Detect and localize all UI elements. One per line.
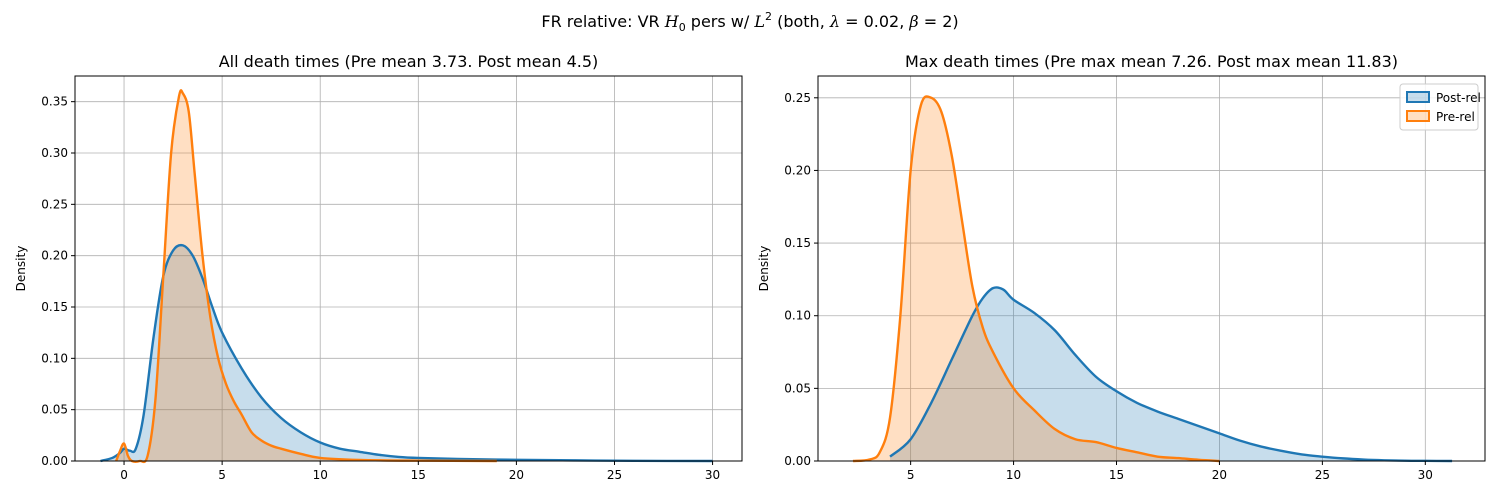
y-tick-label: 0.20: [784, 163, 811, 177]
y-tick-label: 0.10: [41, 351, 68, 365]
y-tick-label: 0.30: [41, 146, 68, 160]
x-tick-label: 20: [1212, 468, 1227, 482]
y-axis-label: Density: [14, 246, 28, 292]
x-tick-label: 30: [1418, 468, 1433, 482]
x-tick-label: 0: [120, 468, 128, 482]
right-panel: 5 10 15 20 25 30 0.00 0.05 0.10 0.15 0.20 0.25 Max d…: [757, 52, 1486, 482]
y-tick-label: 0.05: [41, 403, 68, 417]
x-tick-label: 5: [907, 468, 915, 482]
density-line-post: [100, 243, 713, 463]
legend-label-post: Post-rel: [1436, 91, 1481, 105]
density-area-post: [890, 287, 1453, 461]
y-axis-label: Density: [757, 246, 771, 292]
y-tick-label: 0.35: [41, 95, 68, 109]
x-tick-label: 10: [313, 468, 328, 482]
x-tick-label: 5: [218, 468, 226, 482]
x-tick-label: 20: [509, 468, 524, 482]
y-tick-label: 0.25: [41, 197, 68, 211]
x-tick-label: 25: [607, 468, 622, 482]
x-tick-label: 15: [1109, 468, 1124, 482]
legend-box: [1399, 83, 1479, 131]
x-tick-label: 10: [1006, 468, 1021, 482]
left-panel: 0 5 10 15 20 25 30 0.00 0.05 0.10 0.15 0.20 0.25 0.30…: [14, 52, 743, 482]
y-tick-label: 0.15: [784, 236, 811, 250]
legend: Post-rel Pre-rel: [1399, 83, 1481, 131]
y-tick-label: 0.00: [41, 454, 68, 468]
density-area-pre: [853, 96, 1220, 461]
density-line-pre: [852, 95, 1220, 463]
x-tick-label: 25: [1315, 468, 1330, 482]
density-area-post: [100, 245, 713, 461]
axes-frame: [817, 75, 1486, 462]
panel-title: All death times (Pre mean 3.73. Post mea…: [219, 52, 599, 71]
y-tick-label: 0.05: [784, 381, 811, 395]
y-tick-label: 0.25: [784, 91, 811, 105]
x-tick-label: 15: [411, 468, 426, 482]
density-line-post: [889, 286, 1453, 463]
y-tick-label: 0.00: [784, 454, 811, 468]
legend-swatch-post: [1406, 91, 1430, 103]
x-tick-label: 30: [705, 468, 720, 482]
y-tick-label: 0.10: [784, 309, 811, 323]
density-area-pre: [116, 90, 497, 462]
panel-title: Max death times (Pre max mean 7.26. Post…: [905, 52, 1398, 71]
y-tick-label: 0.20: [41, 249, 68, 263]
legend-swatch-pre: [1406, 110, 1430, 122]
figure-suptitle: FR relative: VR H0 pers w/ L2 (both, λ =…: [541, 10, 958, 34]
legend-label-pre: Pre-rel: [1436, 110, 1475, 124]
y-tick-label: 0.15: [41, 300, 68, 314]
axes-frame: [74, 75, 743, 462]
